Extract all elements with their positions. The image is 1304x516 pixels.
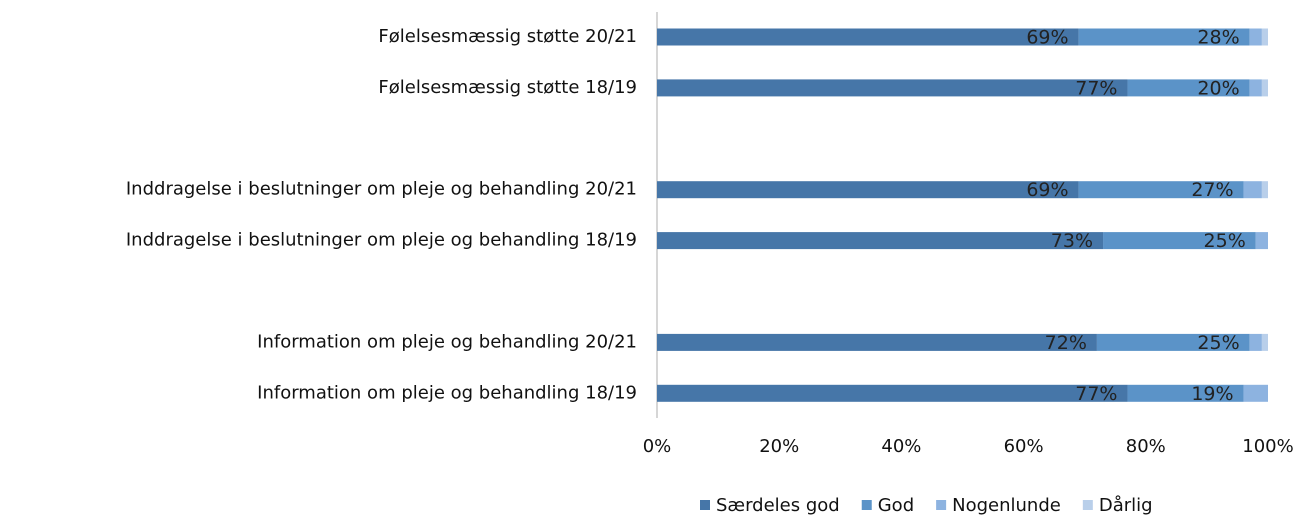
data-label: 69% <box>1026 179 1068 201</box>
bar-segment <box>1249 333 1262 351</box>
x-tick-label: 80% <box>1126 436 1166 457</box>
category-label: Inddragelse i beslutninger om pleje og b… <box>126 230 637 251</box>
data-label: 77% <box>1075 383 1117 405</box>
legend-label: Særdeles god <box>716 495 840 516</box>
bar-segment <box>657 181 1079 199</box>
data-label: 73% <box>1051 230 1093 252</box>
data-label: 25% <box>1197 332 1239 354</box>
category-label: Følelsesmæssig støtte 20/21 <box>378 26 637 47</box>
x-tick-label: 60% <box>1004 436 1044 457</box>
data-label: 28% <box>1197 27 1239 49</box>
category-label: Inddragelse i beslutninger om pleje og b… <box>126 179 637 200</box>
bar-segment <box>1249 79 1262 97</box>
bar-segment <box>1261 181 1268 199</box>
bar-segment <box>1127 79 1250 97</box>
data-label: 72% <box>1045 332 1087 354</box>
bar-segment <box>1249 28 1262 46</box>
bar-segment <box>1078 28 1250 46</box>
data-label: 77% <box>1075 77 1117 99</box>
bar-segment <box>1261 79 1268 97</box>
bar-segment <box>657 232 1104 250</box>
legend-label: God <box>878 495 914 516</box>
bar-segment <box>657 79 1128 97</box>
data-label: 69% <box>1026 27 1068 49</box>
bar-segment <box>657 384 1128 402</box>
legend-swatch <box>700 500 710 510</box>
category-label: Information om pleje og behandling 18/19 <box>257 382 637 403</box>
legend-swatch <box>936 500 947 510</box>
bar-segment <box>657 28 1079 46</box>
bar-segment <box>657 333 1097 351</box>
data-label: 19% <box>1191 383 1233 405</box>
data-label: 20% <box>1197 77 1239 99</box>
bar-segment <box>1243 181 1262 199</box>
category-label: Følelsesmæssig støtte 18/19 <box>378 77 637 98</box>
bar-segment <box>1255 232 1268 250</box>
legend-label: Dårlig <box>1099 495 1153 516</box>
bar-segment <box>1243 384 1268 402</box>
bar-segment <box>1103 232 1256 250</box>
bar-segment <box>1127 384 1244 402</box>
data-label: 27% <box>1191 179 1233 201</box>
category-label: Information om pleje og behandling 20/21 <box>257 331 637 352</box>
bar-segment <box>1261 28 1268 46</box>
x-tick-label: 0% <box>643 436 672 457</box>
x-tick-label: 20% <box>759 436 799 457</box>
bar-segment <box>1096 333 1250 351</box>
legend-swatch <box>1082 500 1093 510</box>
x-tick-label: 40% <box>881 436 921 457</box>
bar-segment <box>1261 333 1268 351</box>
legend-label: Nogenlunde <box>952 495 1061 516</box>
data-label: 25% <box>1204 230 1246 252</box>
legend-swatch <box>861 500 872 510</box>
bar-segment <box>1078 181 1244 199</box>
x-tick-label: 100% <box>1242 436 1293 457</box>
